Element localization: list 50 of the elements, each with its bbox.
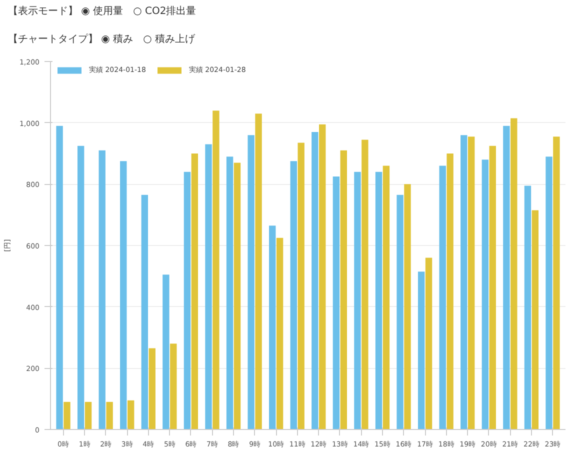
- bar: [64, 402, 70, 430]
- bar: [98, 150, 106, 430]
- bar: [524, 186, 532, 430]
- bar: [319, 124, 326, 430]
- bar: [532, 210, 539, 430]
- bar: [382, 166, 390, 430]
- bar: [362, 140, 368, 430]
- bar: [439, 166, 446, 430]
- bar: [212, 110, 220, 430]
- bar: [248, 135, 254, 430]
- bar: [170, 344, 177, 430]
- bar: [56, 126, 63, 430]
- bar: [553, 136, 560, 430]
- bar: [298, 142, 304, 430]
- bar: [312, 132, 318, 430]
- text: 【チャートタイプ】 ◉ 積み ○ 積み上げ: [8, 33, 195, 47]
- bar: [276, 238, 284, 430]
- bar: [184, 172, 191, 430]
- bar: [546, 156, 552, 430]
- text: 【表示モード】 ◉ 使用量 ○ CO2排出量: [8, 5, 196, 19]
- bar: [375, 172, 382, 430]
- bar: [425, 258, 432, 430]
- bar: [482, 160, 489, 430]
- bar: [446, 154, 454, 430]
- bar: [141, 194, 148, 430]
- bar: [255, 114, 262, 430]
- bar: [290, 161, 297, 430]
- bar: [269, 226, 276, 430]
- bar: [162, 274, 170, 430]
- bar: [404, 184, 411, 430]
- bar: [510, 118, 518, 430]
- bar: [332, 176, 340, 430]
- bar: [503, 126, 510, 430]
- bar: [354, 172, 361, 430]
- bar: [120, 161, 127, 430]
- bar: [396, 194, 404, 430]
- bar: [226, 156, 234, 430]
- bar: [191, 154, 198, 430]
- bar: [489, 146, 496, 430]
- bar: [148, 348, 156, 430]
- bar: [460, 135, 468, 430]
- bar: [205, 144, 212, 430]
- bar: [127, 400, 134, 430]
- bar: [234, 162, 241, 430]
- bar: [468, 136, 475, 430]
- bar: [84, 402, 92, 430]
- bar: [340, 150, 347, 430]
- bar: [106, 402, 113, 430]
- bar: [77, 146, 84, 430]
- bar: [418, 272, 425, 430]
